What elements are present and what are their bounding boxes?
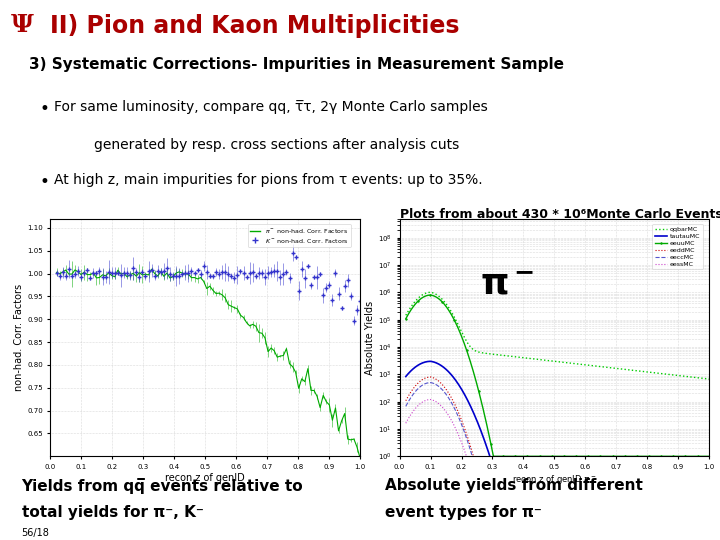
- eeuuMC: [426, 292, 434, 298]
- Line: tautauMC: tautauMC: [406, 361, 709, 464]
- eeccMC: [546, 467, 555, 474]
- Text: total yields for π⁻, K⁻: total yields for π⁻, K⁻: [22, 505, 204, 520]
- Legend: $\pi^-$ non-had. Corr. Factors, $K^-$ non-had. Corr. Factors: $\pi^-$ non-had. Corr. Factors, $K^-$ no…: [248, 224, 351, 247]
- eeddMC: [652, 467, 660, 474]
- eessMC: [699, 472, 708, 478]
- eeddMC: [699, 467, 708, 474]
- tautauMC: [402, 373, 410, 380]
- eessMC: [546, 472, 555, 478]
- eessMC: [468, 472, 477, 478]
- qqbarMC: [651, 369, 660, 376]
- eeddMC: [402, 397, 410, 404]
- Line: eeuuMC: eeuuMC: [405, 294, 711, 458]
- eeddMC: [567, 467, 575, 474]
- qqbarMC: [548, 358, 557, 365]
- eeddMC: [583, 467, 592, 474]
- tautauMC: [567, 461, 575, 468]
- eeddMC: [426, 374, 434, 380]
- eessMC: [426, 396, 434, 403]
- X-axis label: recon z of genID: recon z of genID: [166, 472, 245, 483]
- Text: $\mathbf{\pi^-}$: $\mathbf{\pi^-}$: [480, 268, 534, 302]
- tautauMC: [488, 461, 497, 468]
- Y-axis label: Absolute Yields: Absolute Yields: [365, 300, 375, 375]
- Text: Plots from about 430 * 10⁶Monte Carlo Events.: Plots from about 430 * 10⁶Monte Carlo Ev…: [400, 208, 720, 221]
- tautauMC: [426, 358, 434, 365]
- eeccMC: [472, 467, 481, 474]
- tautauMC: [549, 461, 557, 468]
- eessMC: [567, 472, 575, 478]
- eessMC: [705, 472, 714, 478]
- eeccMC: [549, 467, 557, 474]
- Text: •: •: [40, 173, 50, 191]
- eeccMC: [583, 467, 592, 474]
- eeuuMC: [705, 453, 714, 460]
- eessMC: [652, 472, 660, 478]
- eessMC: [583, 472, 592, 478]
- Line: eeddMC: eeddMC: [406, 377, 709, 470]
- Text: Yields from qq̅ events relative to: Yields from qq̅ events relative to: [22, 478, 303, 494]
- eeuuMC: [567, 453, 575, 460]
- Text: At high z, main impurities for pions from τ events: up to 35%.: At high z, main impurities for pions fro…: [54, 173, 482, 187]
- eessMC: [549, 472, 557, 478]
- eeuuMC: [583, 453, 592, 460]
- tautauMC: [699, 461, 708, 468]
- Text: For same luminosity, compare qq, τ̅τ, 2γ Monte Carlo samples: For same luminosity, compare qq, τ̅τ, 2γ…: [54, 100, 487, 114]
- eeccMC: [426, 379, 434, 386]
- eeccMC: [652, 467, 660, 474]
- tautauMC: [705, 461, 714, 468]
- eeuuMC: [546, 453, 555, 460]
- eeddMC: [705, 467, 714, 474]
- Line: eessMC: eessMC: [406, 400, 709, 475]
- tautauMC: [583, 461, 592, 468]
- tautauMC: [652, 461, 660, 468]
- qqbarMC: [402, 312, 410, 319]
- eeuuMC: [652, 453, 660, 460]
- Text: II) Pion and Kaon Multiplicities: II) Pion and Kaon Multiplicities: [50, 14, 460, 37]
- qqbarMC: [698, 375, 707, 382]
- eeuuMC: [699, 453, 708, 460]
- eeddMC: [473, 467, 482, 474]
- Legend: qqbarMC, tautauMC, eeuuMC, eeddMC, eeccMC, eessMC: qqbarMC, tautauMC, eeuuMC, eeddMC, eeccM…: [652, 224, 703, 269]
- eeccMC: [705, 467, 714, 474]
- eeddMC: [546, 467, 555, 474]
- qqbarMC: [566, 360, 575, 366]
- eeccMC: [567, 467, 575, 474]
- Text: •: •: [40, 100, 50, 118]
- Y-axis label: non-had. Corr. Factors: non-had. Corr. Factors: [14, 284, 24, 391]
- qqbarMC: [582, 362, 591, 368]
- eeuuMC: [490, 453, 498, 460]
- eeuuMC: [549, 453, 557, 460]
- eessMC: [402, 420, 410, 427]
- qqbarMC: [705, 376, 714, 382]
- Line: eeccMC: eeccMC: [406, 382, 709, 470]
- qqbarMC: [546, 357, 555, 364]
- eeccMC: [699, 467, 708, 474]
- eeuuMC: [402, 315, 410, 322]
- qqbarMC: [426, 289, 434, 295]
- Text: generated by resp. cross sections after analysis cuts: generated by resp. cross sections after …: [94, 138, 459, 152]
- X-axis label: recon z of genID $\pi^-$: recon z of genID $\pi^-$: [512, 472, 597, 485]
- Line: qqbarMC: qqbarMC: [406, 292, 709, 379]
- tautauMC: [546, 461, 555, 468]
- eeccMC: [402, 403, 410, 409]
- Text: 56/18: 56/18: [22, 528, 50, 538]
- Text: 3) Systematic Corrections- Impurities in Measurement Sample: 3) Systematic Corrections- Impurities in…: [29, 57, 564, 72]
- eeddMC: [549, 467, 557, 474]
- Text: event types for π⁻: event types for π⁻: [385, 505, 542, 520]
- Text: Ψ: Ψ: [11, 14, 34, 37]
- Text: Absolute yields from different: Absolute yields from different: [385, 478, 643, 493]
